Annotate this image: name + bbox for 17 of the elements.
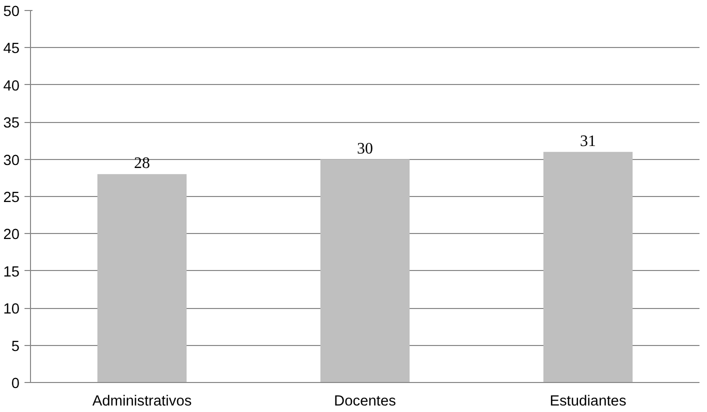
x-tick-label: Estudiantes — [550, 394, 626, 410]
y-tick-label: 15 — [3, 264, 20, 280]
y-tick-label: 20 — [3, 227, 20, 244]
data-label: 28 — [134, 155, 150, 172]
y-tick-label: 0 — [11, 376, 20, 392]
y-tick-label: 5 — [11, 338, 20, 355]
x-tick-label: Docentes — [334, 394, 396, 410]
y-tick-label: 35 — [3, 116, 20, 132]
y-tick-label: 40 — [3, 78, 20, 94]
y-tick-label: 30 — [3, 152, 20, 169]
data-label: 31 — [580, 132, 596, 150]
y-tick-label: 50 — [3, 4, 20, 20]
y-tick-label: 10 — [3, 302, 20, 318]
data-label: 30 — [357, 140, 373, 158]
y-tick-label: 25 — [3, 190, 20, 206]
x-tick-label: Administrativos — [92, 394, 192, 410]
y-tick-label: 45 — [3, 41, 20, 58]
